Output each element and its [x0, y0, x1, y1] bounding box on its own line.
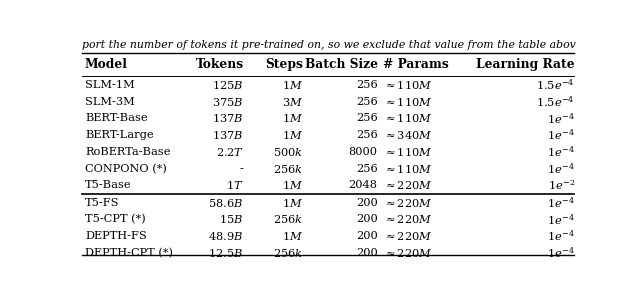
Text: $1e^{-4}$: $1e^{-4}$	[547, 111, 575, 126]
Text: $\approx 110\mathit{M}$: $\approx 110\mathit{M}$	[383, 79, 432, 91]
Text: 48.9$\mathit{B}$: 48.9$\mathit{B}$	[209, 230, 244, 242]
Text: SLM-3M: SLM-3M	[85, 97, 134, 107]
Text: $1.5e^{-4}$: $1.5e^{-4}$	[536, 94, 575, 109]
Text: 58.6$\mathit{B}$: 58.6$\mathit{B}$	[209, 197, 244, 208]
Text: Learning Rate: Learning Rate	[476, 58, 575, 71]
Text: $1\mathit{M}$: $1\mathit{M}$	[282, 179, 303, 191]
Text: $1e^{-4}$: $1e^{-4}$	[547, 145, 575, 159]
Text: 256: 256	[356, 113, 378, 123]
Text: Tokens: Tokens	[196, 58, 244, 71]
Text: $\approx 220\mathit{M}$: $\approx 220\mathit{M}$	[383, 230, 432, 242]
Text: DEPTH-CPT (*): DEPTH-CPT (*)	[85, 248, 173, 258]
Text: 256: 256	[356, 130, 378, 140]
Text: 15$\mathit{B}$: 15$\mathit{B}$	[220, 213, 244, 225]
Text: $1\mathit{M}$: $1\mathit{M}$	[282, 197, 303, 208]
Text: -: -	[240, 164, 244, 174]
Text: # Params: # Params	[383, 58, 448, 71]
Text: T5-CPT (*): T5-CPT (*)	[85, 214, 146, 225]
Text: $1e^{-4}$: $1e^{-4}$	[547, 128, 575, 142]
Text: $1\mathit{M}$: $1\mathit{M}$	[282, 230, 303, 242]
Text: $500\mathit{k}$: $500\mathit{k}$	[273, 146, 303, 158]
Text: 200: 200	[356, 248, 378, 258]
Text: 375$\mathit{B}$: 375$\mathit{B}$	[212, 96, 244, 108]
Text: $\approx 110\mathit{M}$: $\approx 110\mathit{M}$	[383, 163, 432, 175]
Text: RoBERTa-Base: RoBERTa-Base	[85, 147, 170, 157]
Text: BERT-Base: BERT-Base	[85, 113, 148, 123]
Text: $1.5e^{-4}$: $1.5e^{-4}$	[536, 78, 575, 92]
Text: $\approx 220\mathit{M}$: $\approx 220\mathit{M}$	[383, 213, 432, 225]
Text: $\approx 110\mathit{M}$: $\approx 110\mathit{M}$	[383, 96, 432, 108]
Text: $1e^{-4}$: $1e^{-4}$	[547, 212, 575, 227]
Text: 200: 200	[356, 231, 378, 241]
Text: CONPONO (*): CONPONO (*)	[85, 163, 167, 174]
Text: $1\mathit{M}$: $1\mathit{M}$	[282, 129, 303, 141]
Text: port the number of tokens it pre-trained on, so we exclude that value from the t: port the number of tokens it pre-trained…	[83, 40, 576, 50]
Text: 256: 256	[356, 97, 378, 107]
Text: 137$\mathit{B}$: 137$\mathit{B}$	[212, 112, 244, 124]
Text: $1e^{-4}$: $1e^{-4}$	[547, 195, 575, 210]
Text: 2048: 2048	[349, 181, 378, 191]
Text: $256\mathit{k}$: $256\mathit{k}$	[273, 213, 303, 225]
Text: 256: 256	[356, 80, 378, 90]
Text: $1e^{-4}$: $1e^{-4}$	[547, 245, 575, 260]
Text: $1\mathit{M}$: $1\mathit{M}$	[282, 79, 303, 91]
Text: SLM-1M: SLM-1M	[85, 80, 134, 90]
Text: 12.5$\mathit{B}$: 12.5$\mathit{B}$	[209, 247, 244, 259]
Text: $\approx 110\mathit{M}$: $\approx 110\mathit{M}$	[383, 146, 432, 158]
Text: 125$\mathit{B}$: 125$\mathit{B}$	[212, 79, 244, 91]
Text: $1\mathit{M}$: $1\mathit{M}$	[282, 112, 303, 124]
Text: DEPTH-FS: DEPTH-FS	[85, 231, 147, 241]
Text: $256\mathit{k}$: $256\mathit{k}$	[273, 163, 303, 175]
Text: $\approx 220\mathit{M}$: $\approx 220\mathit{M}$	[383, 247, 432, 259]
Text: $1e^{-4}$: $1e^{-4}$	[547, 229, 575, 243]
Text: $1e^{-2}$: $1e^{-2}$	[548, 178, 575, 192]
Text: $\approx 340\mathit{M}$: $\approx 340\mathit{M}$	[383, 129, 432, 141]
Text: Model: Model	[85, 58, 128, 71]
Text: $\approx 110\mathit{M}$: $\approx 110\mathit{M}$	[383, 112, 432, 124]
Text: Steps: Steps	[266, 58, 303, 71]
Text: 200: 200	[356, 198, 378, 208]
Text: 256: 256	[356, 164, 378, 174]
Text: $1\mathit{T}$: $1\mathit{T}$	[226, 179, 244, 191]
Text: T5-FS: T5-FS	[85, 198, 120, 208]
Text: $\approx 220\mathit{M}$: $\approx 220\mathit{M}$	[383, 197, 432, 208]
Text: $256\mathit{k}$: $256\mathit{k}$	[273, 247, 303, 259]
Text: BERT-Large: BERT-Large	[85, 130, 154, 140]
Text: $3\mathit{M}$: $3\mathit{M}$	[282, 96, 303, 108]
Text: T5-Base: T5-Base	[85, 181, 132, 191]
Text: Batch Size: Batch Size	[305, 58, 378, 71]
Text: $\approx 220\mathit{M}$: $\approx 220\mathit{M}$	[383, 179, 432, 191]
Text: 2.2$\mathit{T}$: 2.2$\mathit{T}$	[216, 146, 244, 158]
Text: 8000: 8000	[349, 147, 378, 157]
Text: 200: 200	[356, 214, 378, 224]
Text: 137$\mathit{B}$: 137$\mathit{B}$	[212, 129, 244, 141]
Text: $1e^{-4}$: $1e^{-4}$	[547, 161, 575, 176]
